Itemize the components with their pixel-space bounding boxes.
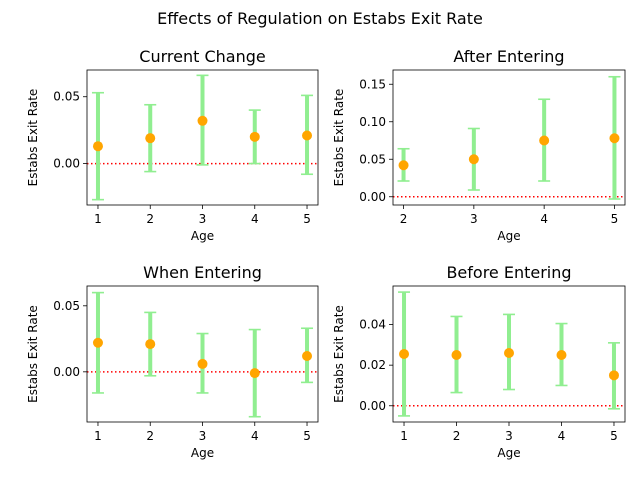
x-tick-label: 1 [94,212,102,226]
x-axis-label: Age [191,229,214,243]
subplot-before-entering: Before Entering 1 2 3 4 5 0.00 0.02 0.04 Age Estab… [332,263,626,460]
data-point [451,350,462,361]
x-tick-label: 2 [146,212,154,226]
subplot-after-entering: After Entering 2 3 4 5 0.00 0.05 0.10 0.15 Age Est… [332,47,626,243]
subplot-title: Current Change [139,47,265,66]
data-point [145,133,156,144]
x-tick-label: 3 [470,212,478,226]
data-point [249,368,260,379]
data-point [609,133,620,144]
x-tick-label: 2 [453,429,461,443]
y-tick-label: 0.00 [359,399,386,413]
subplot-title: After Entering [453,47,564,66]
y-tick-label: 0.00 [53,365,80,379]
data-point [197,358,208,369]
x-tick-label: 4 [558,429,566,443]
data-point [92,141,103,152]
y-tick-label: 0.10 [359,115,386,129]
x-tick-label: 5 [303,212,311,226]
axes-frame [392,69,626,206]
x-tick-label: 2 [146,429,154,443]
x-tick-label: 1 [400,429,408,443]
figure-title: Effects of Regulation on Estabs Exit Rat… [157,9,483,28]
x-tick-label: 3 [199,429,207,443]
y-tick-label: 0.05 [53,299,80,313]
x-tick-label: 4 [251,212,259,226]
subplot-current-change: Current Change 1 2 3 4 5 0.00 0.05 Age Estabs Exi… [26,47,319,243]
data-point [145,339,156,350]
data-point [398,160,409,171]
x-tick-label: 5 [610,429,618,443]
y-tick-label: 0.05 [53,90,80,104]
x-tick-label: 5 [303,429,311,443]
y-tick-label: 0.04 [359,318,386,332]
subplot-title: Before Entering [446,263,571,282]
data-point [302,350,313,361]
subplots-grid: Current Change 1 2 3 4 5 0.00 0.05 Age Estabs Exi… [26,47,626,460]
subplot-when-entering: When Entering 1 2 3 4 5 0.00 0.05 Age Estabs Exit… [26,263,319,460]
x-tick-label: 4 [251,429,259,443]
x-axis-label: Age [497,446,520,460]
data-point [608,370,619,381]
y-tick-label: 0.02 [359,358,386,372]
data-point [556,350,567,361]
x-tick-label: 1 [94,429,102,443]
subplot-title: When Entering [143,263,262,282]
y-axis-label: Estabs Exit Rate [332,305,346,403]
x-tick-label: 3 [199,212,207,226]
x-axis-label: Age [497,229,520,243]
y-axis-label: Estabs Exit Rate [332,89,346,187]
x-tick-label: 5 [611,212,619,226]
y-tick-label: 0.00 [359,190,386,204]
y-tick-label: 0.15 [359,77,386,91]
data-point [302,130,313,141]
y-axis-label: Estabs Exit Rate [26,89,40,187]
data-point [197,115,208,126]
x-axis-label: Age [191,446,214,460]
data-point [504,347,514,358]
data-point [399,349,410,359]
y-axis-label: Estabs Exit Rate [26,305,40,403]
x-tick-label: 4 [540,212,548,226]
x-tick-label: 3 [505,429,513,443]
data-point [539,135,550,146]
data-point [92,337,103,348]
x-tick-label: 2 [400,212,408,226]
y-tick-label: 0.00 [53,157,80,171]
data-point [249,131,260,142]
y-tick-label: 0.05 [359,152,386,166]
data-point [468,154,479,165]
